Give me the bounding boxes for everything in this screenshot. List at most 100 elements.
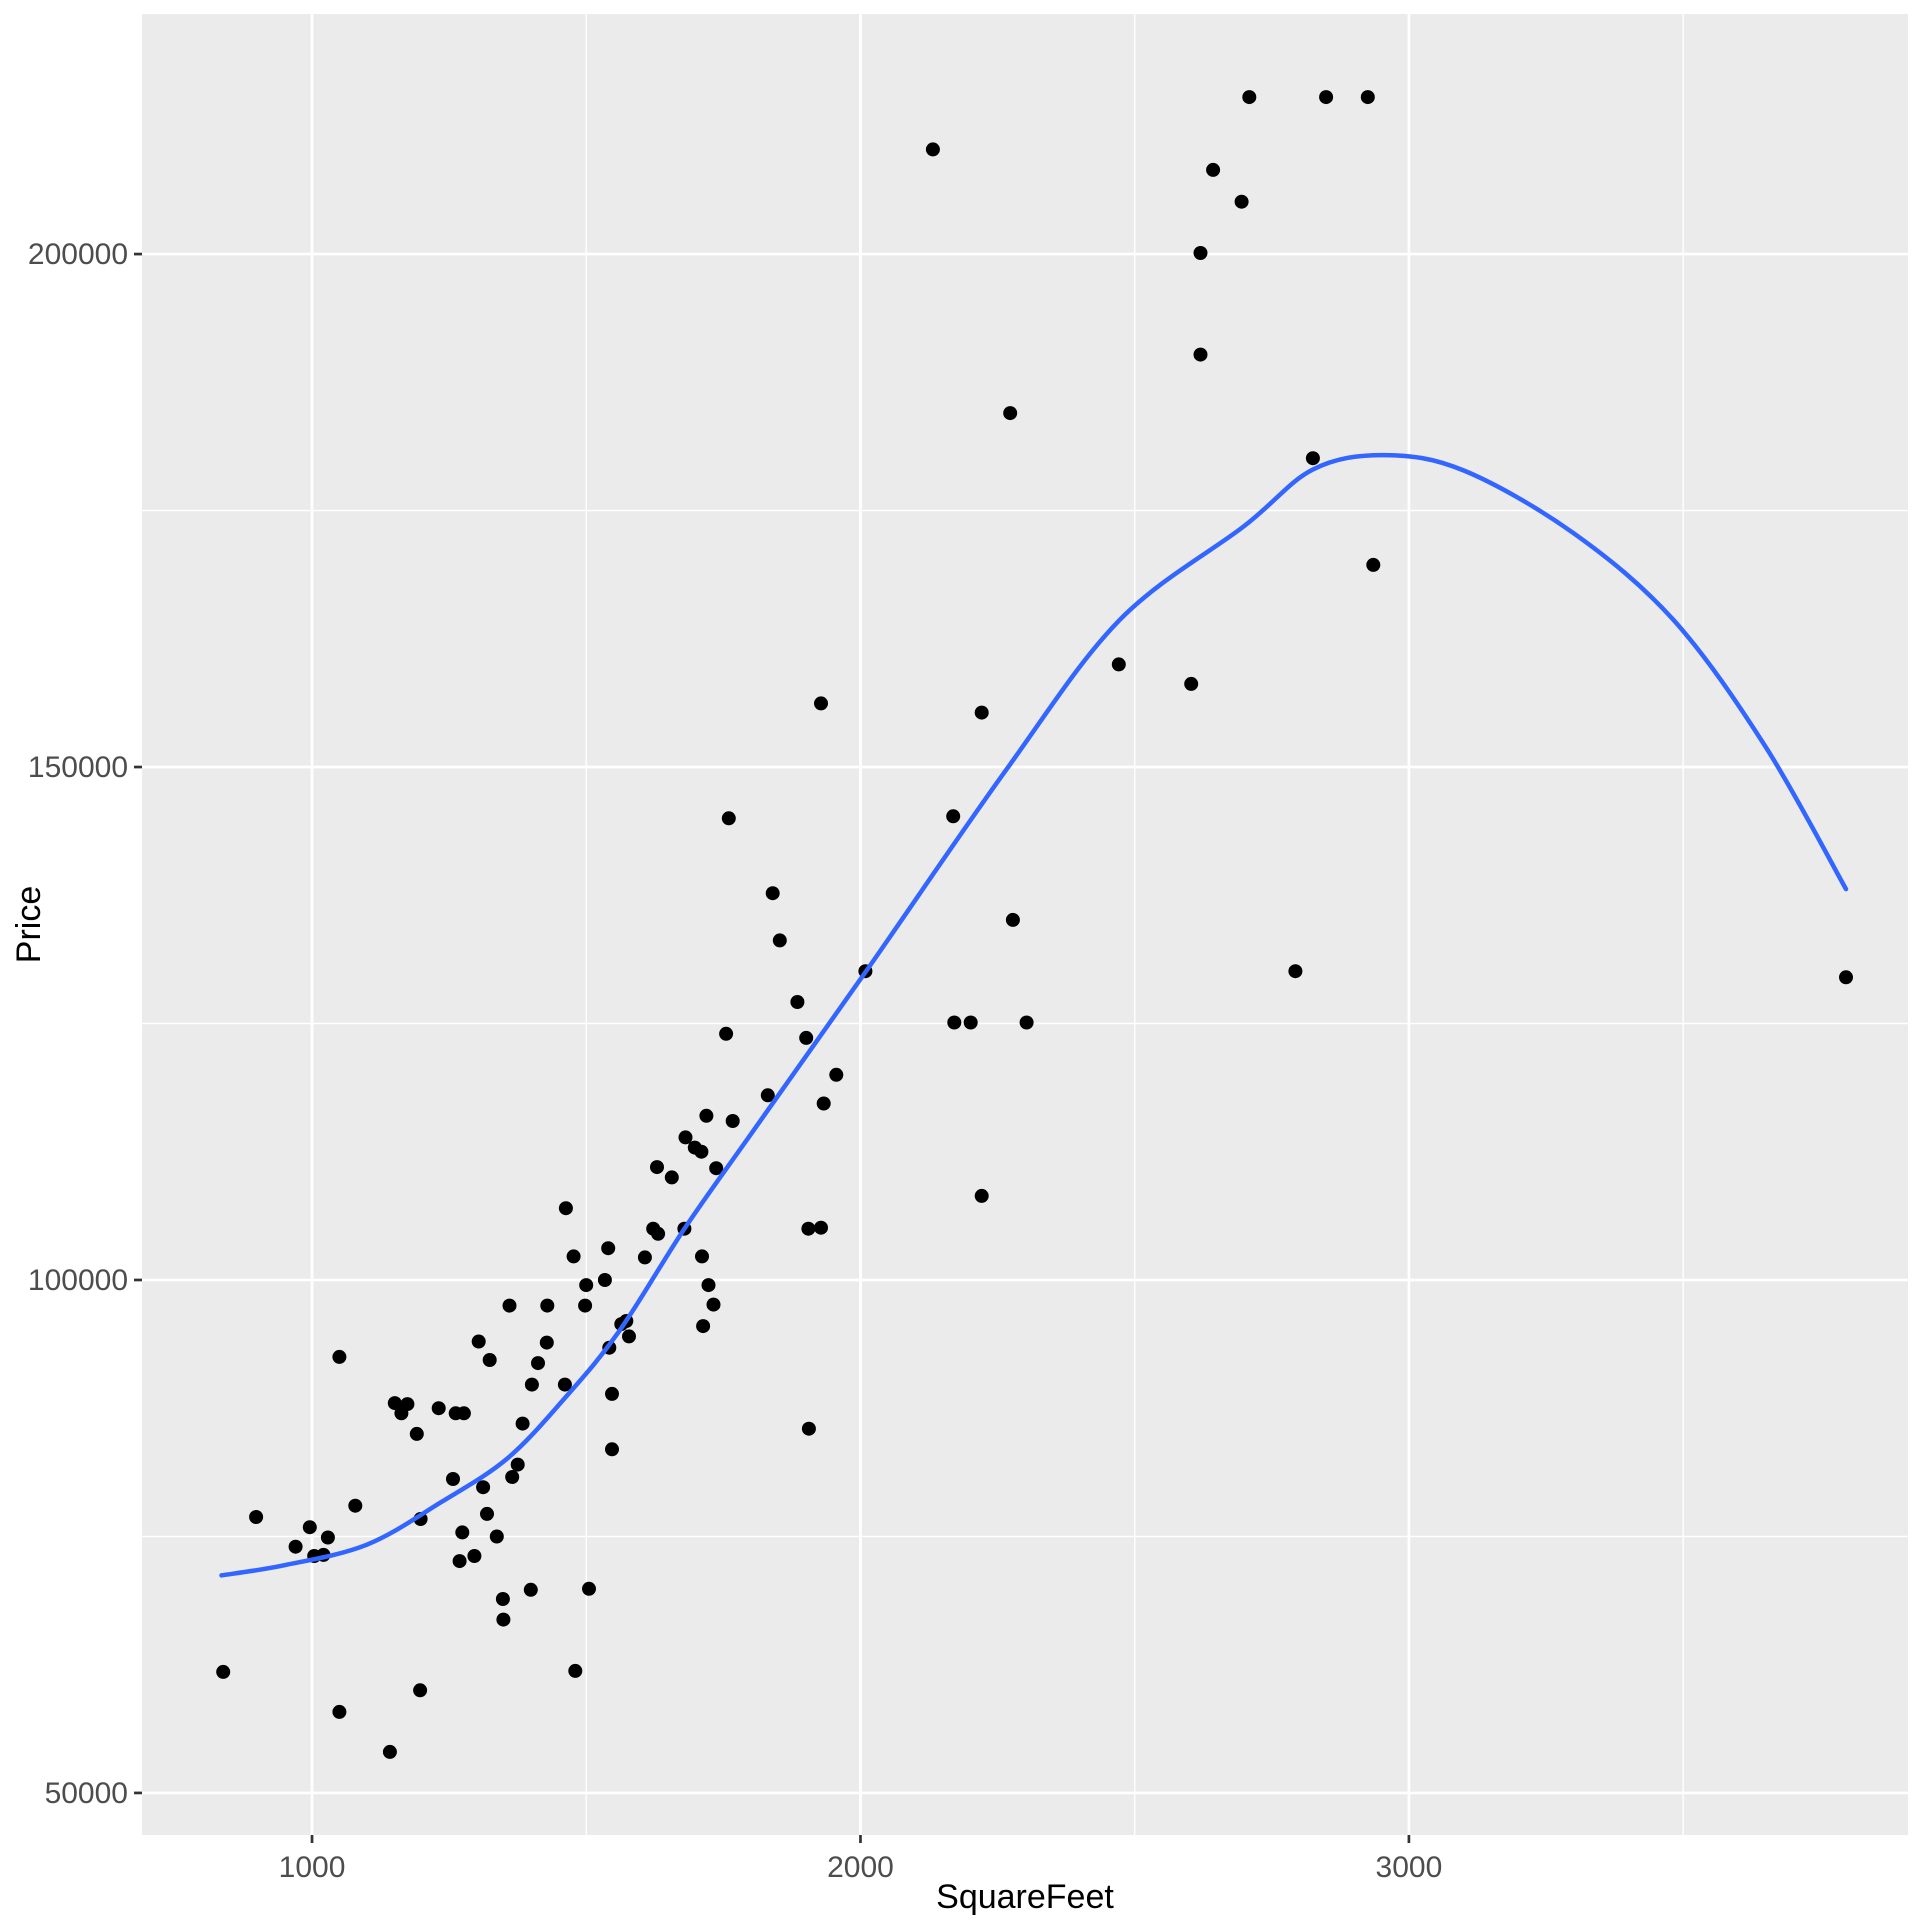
y-axis-title: Price <box>10 886 48 963</box>
scatter-point <box>829 1067 844 1082</box>
scatter-point <box>539 1335 554 1350</box>
scatter-point <box>394 1406 409 1421</box>
scatter-point <box>452 1554 467 1569</box>
scatter-point <box>622 1329 636 1344</box>
scatter-point <box>413 1683 428 1698</box>
scatter-point <box>540 1298 555 1313</box>
scatter-point <box>1242 90 1257 105</box>
scatter-point <box>387 1396 402 1411</box>
scatter-point <box>496 1612 511 1627</box>
scatter-point <box>467 1549 482 1563</box>
scatter-point <box>799 1030 814 1045</box>
scatter-point <box>510 1457 525 1472</box>
scatter-point <box>455 1525 470 1540</box>
scatter-point <box>637 1250 652 1265</box>
scatter-point <box>431 1401 446 1416</box>
scatter-point <box>579 1278 594 1293</box>
scatter-point <box>568 1663 583 1678</box>
scatter-point <box>558 1201 573 1216</box>
scatter-point <box>348 1498 363 1513</box>
scatter-point <box>515 1416 530 1431</box>
scatter-point <box>566 1249 581 1264</box>
scatter-point <box>694 1144 709 1159</box>
scatter-point <box>523 1582 538 1597</box>
scatter-point <box>709 1161 724 1176</box>
scatter-point <box>446 1472 460 1486</box>
scatter-point <box>651 1226 666 1241</box>
y-tick-label: 200000 <box>28 238 128 271</box>
scatter-point <box>816 1096 831 1111</box>
y-tick-label: 150000 <box>28 751 128 784</box>
scatter-point <box>1288 964 1303 979</box>
scatter-point <box>578 1298 593 1313</box>
scatter-point <box>582 1581 596 1596</box>
scatter-point <box>524 1377 539 1392</box>
y-tick-label: 50000 <box>45 1777 128 1810</box>
scatter-point <box>721 811 736 826</box>
scatter-point <box>801 1221 816 1236</box>
scatter-point <box>1003 406 1018 421</box>
scatter-point <box>765 886 780 901</box>
scatter-point <box>1184 676 1199 691</box>
scatter-point <box>814 696 828 711</box>
scatter-point <box>1193 347 1208 362</box>
scatter-point <box>1005 912 1020 927</box>
scatter-point <box>925 142 940 157</box>
scatter-point <box>946 809 961 824</box>
scatter-point <box>1360 90 1375 105</box>
scatter-point <box>1019 1015 1034 1030</box>
scatter-point <box>801 1421 816 1436</box>
scatter-point <box>456 1406 471 1421</box>
scatter-point <box>216 1664 231 1679</box>
scatter-point <box>302 1520 317 1535</box>
scatter-point <box>974 705 989 720</box>
scatter-point <box>1366 557 1381 572</box>
scatter-point <box>772 933 787 948</box>
scatter-point <box>974 1188 989 1203</box>
smooth-trend-line <box>219 452 1849 1578</box>
scatter-point <box>699 1108 714 1123</box>
scatter-point <box>696 1319 711 1334</box>
scatter-point <box>790 995 805 1009</box>
scatter-point <box>489 1529 504 1544</box>
scatter-point <box>502 1298 517 1313</box>
scatter-point <box>597 1273 612 1287</box>
scatter-point <box>249 1510 264 1524</box>
scatter-point <box>947 1015 962 1030</box>
scatter-point <box>1839 970 1853 985</box>
plot-panel <box>142 14 1908 1835</box>
scatter-point <box>678 1130 693 1145</box>
scatter-point <box>382 1744 397 1759</box>
scatter-point <box>288 1539 303 1554</box>
scatter-point <box>332 1349 347 1364</box>
scatter-point <box>409 1426 424 1441</box>
scatter-point <box>695 1249 709 1264</box>
x-tick-label: 3000 <box>1376 1851 1443 1884</box>
scatter-point <box>650 1160 664 1175</box>
scatter-point <box>1305 451 1320 466</box>
scatter-point <box>480 1506 494 1521</box>
scatter-point <box>471 1334 486 1349</box>
scatter-point <box>725 1114 740 1128</box>
scatter-point <box>557 1377 572 1392</box>
scatter-point <box>1193 246 1208 260</box>
scatter-point <box>664 1170 679 1185</box>
scatter-point <box>531 1356 545 1371</box>
scatter-point <box>476 1480 491 1495</box>
x-tick-label: 1000 <box>279 1851 346 1884</box>
x-axis-title: SquareFeet <box>936 1878 1114 1916</box>
scatter-point <box>1206 162 1221 177</box>
scatter-point <box>495 1592 510 1606</box>
scatter-point <box>320 1530 335 1545</box>
scatter-point <box>505 1470 520 1484</box>
scatter-point <box>701 1278 716 1293</box>
scatter-point <box>482 1353 497 1367</box>
scatter-point <box>706 1297 721 1312</box>
y-tick-label: 100000 <box>28 1264 128 1297</box>
scatter-point <box>1319 90 1334 105</box>
scatter-point <box>601 1241 616 1256</box>
scatter-point <box>1111 657 1126 672</box>
scatter-point <box>719 1026 734 1041</box>
